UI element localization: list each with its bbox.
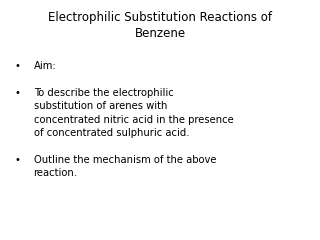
Text: Aim:: Aim:: [34, 61, 56, 71]
Text: •: •: [15, 61, 20, 71]
Text: •: •: [15, 88, 20, 98]
Text: •: •: [15, 155, 20, 165]
Text: Outline the mechanism of the above
reaction.: Outline the mechanism of the above react…: [34, 155, 216, 178]
Text: Electrophilic Substitution Reactions of
Benzene: Electrophilic Substitution Reactions of …: [48, 11, 272, 40]
Text: To describe the electrophilic
substitution of arenes with
concentrated nitric ac: To describe the electrophilic substituti…: [34, 88, 233, 138]
